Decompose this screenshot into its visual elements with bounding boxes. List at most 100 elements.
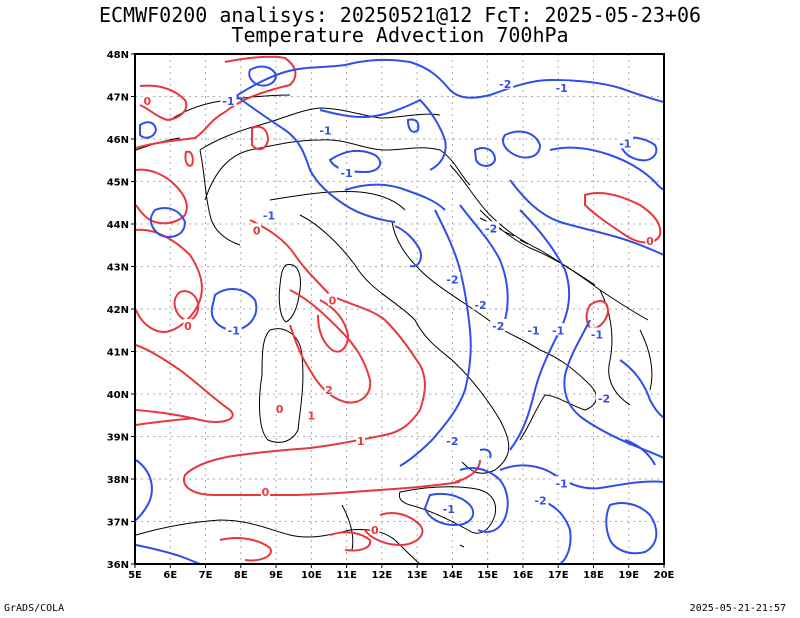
contour-label-bg	[553, 476, 570, 489]
contour-label: -1	[619, 137, 631, 150]
contour-label-bg	[327, 293, 337, 306]
contour-label-bg	[261, 208, 278, 221]
contour-label-bg	[306, 408, 316, 421]
lon-tick-label: 20E	[654, 570, 675, 581]
contour-label: -1	[556, 477, 568, 490]
lat-tick-label: 47N	[107, 93, 129, 104]
contour-label: 0	[276, 403, 284, 416]
contour-label: -1	[527, 324, 539, 337]
contour-label: -1	[552, 324, 564, 337]
contour-label: -1	[263, 210, 275, 223]
contour-label-bg	[324, 382, 334, 395]
lon-tick-label: 14E	[442, 570, 463, 581]
lat-tick-label: 39N	[107, 433, 129, 444]
positive-contours	[135, 55, 662, 562]
contour-label: -1	[591, 329, 603, 342]
lon-tick-label: 16E	[513, 570, 534, 581]
contour-label-bg	[183, 319, 193, 331]
contour-label-bg	[370, 523, 380, 535]
contour-label: -2	[446, 435, 458, 448]
contour-label-bg	[472, 297, 489, 310]
contour-label-bg	[596, 391, 613, 404]
contour-label-bg	[225, 323, 242, 336]
contour-label-bg	[444, 272, 461, 285]
title-line-1: ECMWF0200 analisys: 20250521@12 FcT: 202…	[98, 3, 702, 27]
contour-label: -1	[319, 125, 331, 138]
contour-label-bg	[220, 93, 237, 106]
lat-tick-label: 37N	[107, 518, 129, 529]
axis-ticks: 5E 6E 7E 8E 9E 10E 11E 12E 13E 14E 15E 16E 17E 18E 19E…	[107, 50, 675, 581]
contour-label-bg	[483, 221, 500, 234]
contour-label-bg	[444, 433, 461, 446]
contour-label-bg	[440, 501, 457, 514]
contour-label: 0	[646, 235, 654, 248]
lon-tick-label: 5E	[128, 570, 142, 581]
contour-label: -2	[598, 392, 610, 405]
contour-label-bg	[142, 93, 152, 106]
contour-label: -1	[222, 95, 234, 108]
contour-label: 0	[329, 295, 337, 308]
contour-label: 0	[253, 224, 261, 237]
contour-label-bg	[532, 493, 549, 506]
contour-label-bg	[617, 136, 634, 149]
lon-tick-label: 15E	[477, 570, 498, 581]
lat-tick-label: 46N	[107, 135, 129, 146]
lon-tick-label: 6E	[163, 570, 177, 581]
contour-label: 0	[144, 95, 152, 108]
contour-label: -1	[556, 82, 568, 95]
lat-tick-label: 40N	[107, 390, 129, 401]
contour-label: 2	[325, 384, 333, 397]
contour-label-bg	[252, 223, 262, 236]
contour-label-bg	[356, 433, 366, 446]
contour-label-bg	[553, 81, 570, 93]
contour-label: -1	[443, 503, 455, 516]
contour-label-bg	[550, 323, 567, 336]
contour-label: 1	[357, 435, 365, 448]
contour-label-bg	[645, 234, 655, 246]
lon-tick-label: 11E	[336, 570, 357, 581]
lon-tick-label: 8E	[234, 570, 248, 581]
lon-tick-label: 9E	[269, 570, 283, 581]
contour-label-bg	[260, 484, 270, 497]
contour-label-bg	[525, 323, 542, 336]
contour-label: -1	[228, 324, 240, 337]
contour-label: -2	[485, 222, 497, 235]
lon-tick-label: 17E	[548, 570, 569, 581]
lat-tick-label: 48N	[107, 50, 129, 61]
footer-timestamp: 2025-05-21-21:57	[689, 603, 786, 614]
contour-label: -2	[534, 494, 546, 507]
lat-tick-label: 38N	[107, 475, 129, 486]
title-line-2: Temperature Advection 700hPa	[231, 23, 569, 47]
lon-tick-label: 12E	[371, 570, 392, 581]
contour-label-bg	[275, 401, 285, 414]
lat-tick-label: 36N	[107, 560, 129, 571]
contour-label-bg	[338, 166, 355, 178]
lon-tick-label: 10E	[301, 570, 322, 581]
contour-label: -2	[492, 320, 504, 333]
contour-label: -2	[446, 273, 458, 286]
contour-label: -2	[499, 78, 511, 91]
contour-label: -1	[340, 167, 352, 180]
contour-label: 0	[184, 320, 192, 333]
contour-label-bg	[588, 327, 605, 340]
contour-label: 0	[371, 524, 379, 537]
contour-label: -2	[474, 299, 486, 312]
lat-tick-label: 42N	[107, 305, 129, 316]
contour-label: 0	[262, 486, 270, 499]
lon-tick-label: 7E	[199, 570, 213, 581]
lon-tick-label: 18E	[583, 570, 604, 581]
contour-label-bg	[490, 319, 507, 331]
lat-tick-label: 44N	[107, 220, 129, 231]
contour-labels: 0 -1-2 -1-1-1-10-1-20-2-200 -1 -2 -1 -1 -120 1-2…	[142, 76, 655, 537]
contour-label-bg	[317, 123, 334, 136]
contour-label: 1	[308, 409, 316, 422]
contour-label-bg	[497, 76, 514, 89]
lat-tick-label: 45N	[107, 178, 129, 189]
lat-tick-label: 43N	[107, 263, 129, 274]
lon-tick-label: 19E	[618, 570, 639, 581]
lat-tick-label: 41N	[107, 348, 129, 359]
negative-contours	[135, 58, 664, 564]
grid-lines	[135, 54, 664, 564]
lon-tick-label: 13E	[407, 570, 428, 581]
